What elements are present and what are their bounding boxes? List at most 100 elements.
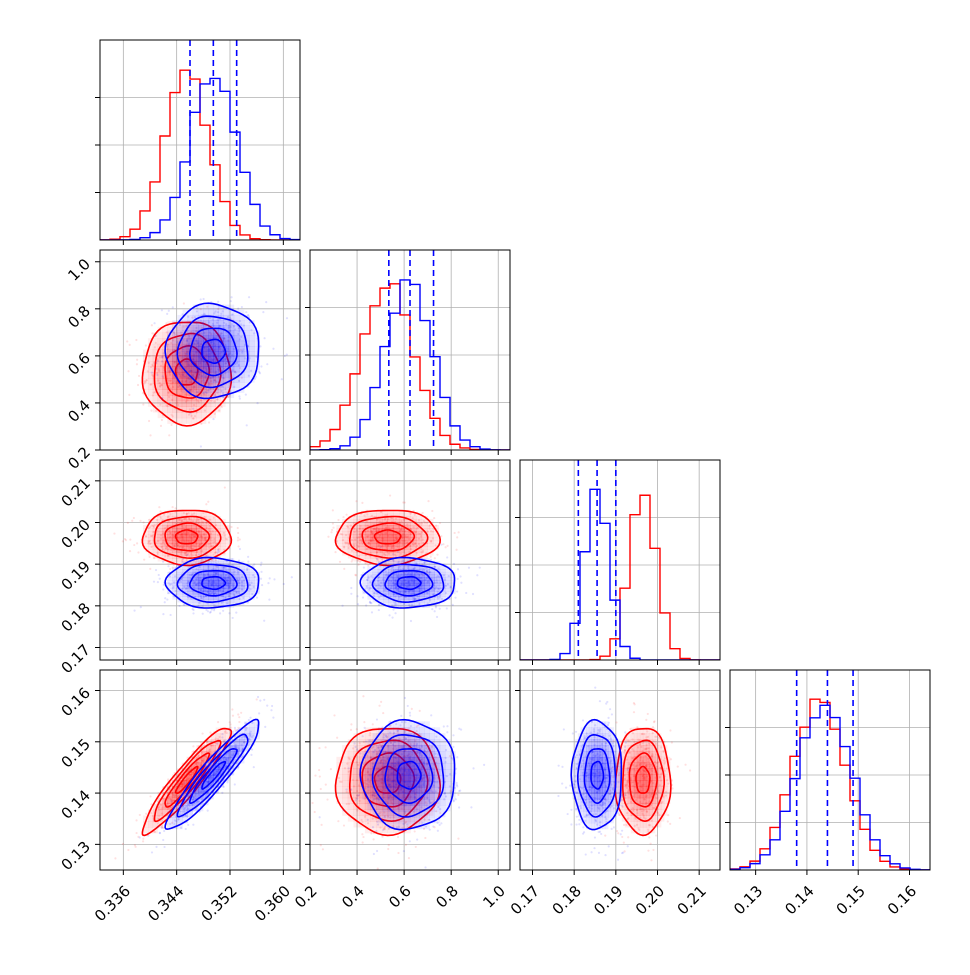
density-cell	[208, 561, 213, 564]
sample-point	[135, 339, 137, 341]
sample-point	[185, 828, 187, 830]
density-cell	[208, 387, 213, 392]
sample-point	[216, 551, 218, 553]
density-cell	[182, 525, 187, 528]
density-cell	[221, 531, 226, 534]
density-cell	[148, 355, 153, 361]
density-cell	[182, 513, 187, 516]
sample-point	[162, 588, 164, 590]
sample-point	[350, 587, 352, 589]
sample-point	[365, 604, 367, 606]
density-cell	[211, 519, 216, 522]
density-cell	[365, 531, 371, 534]
density-cell	[342, 531, 348, 534]
density-cell	[234, 564, 239, 567]
density-cell	[183, 320, 188, 325]
density-cell	[376, 552, 382, 555]
density-cell	[206, 407, 211, 413]
sample-point	[269, 662, 271, 664]
density-cell	[229, 583, 234, 586]
sample-point	[135, 819, 137, 821]
density-cell	[193, 594, 198, 597]
sample-point	[183, 302, 185, 304]
density-cell	[208, 580, 213, 583]
density-cell	[198, 597, 203, 600]
density-cell	[221, 528, 226, 531]
sample-point	[341, 605, 343, 607]
sample-point	[459, 575, 461, 577]
density-cell	[208, 377, 213, 382]
density-cell	[342, 540, 348, 543]
density-cell	[206, 525, 211, 528]
sample-point	[356, 595, 358, 597]
sample-point	[248, 719, 250, 721]
density-cell	[435, 583, 440, 586]
density-cell	[192, 412, 197, 418]
sample-point	[122, 540, 124, 542]
density-cell	[187, 546, 192, 549]
sample-point	[192, 612, 194, 614]
sample-point	[258, 712, 260, 714]
density-cell	[162, 555, 167, 558]
density-cell	[183, 580, 188, 583]
sample-point	[162, 375, 164, 377]
sample-point	[155, 569, 157, 571]
density-cell	[393, 566, 398, 569]
density-cell	[172, 575, 177, 578]
density-cell	[177, 594, 182, 597]
density-cell	[428, 531, 434, 534]
density-cell	[177, 817, 182, 823]
sample-point	[170, 424, 172, 426]
density-cell	[419, 586, 424, 589]
sample-point	[227, 547, 229, 549]
density-cell	[218, 572, 223, 575]
density-cell	[224, 577, 229, 580]
sample-point	[259, 372, 261, 374]
density-cell	[398, 597, 403, 600]
sample-point	[281, 378, 283, 380]
sample-point	[260, 365, 262, 367]
sample-point	[167, 565, 169, 567]
sample-point	[237, 527, 239, 529]
density-cell	[239, 377, 244, 382]
sample-point	[168, 434, 170, 436]
density-cell	[203, 310, 208, 315]
density-cell	[416, 537, 422, 540]
sample-point	[434, 610, 436, 612]
density-cell	[393, 588, 398, 591]
density-cell	[167, 583, 172, 586]
density-cell	[208, 566, 213, 569]
density-cell	[383, 599, 388, 602]
sample-point	[246, 424, 248, 426]
sample-point	[266, 363, 268, 365]
sample-point	[247, 561, 249, 563]
density-cell	[249, 572, 254, 575]
sample-point	[410, 620, 412, 622]
sample-point	[436, 554, 438, 556]
density-cell	[153, 344, 158, 350]
density-cell	[359, 555, 365, 558]
density-cell	[203, 558, 208, 561]
sample-point	[150, 485, 152, 487]
density-cell	[382, 525, 388, 528]
density-cell	[203, 580, 208, 583]
density-cell	[393, 597, 398, 600]
density-cell	[182, 418, 187, 424]
density-cell	[378, 580, 383, 583]
sample-point	[267, 582, 269, 584]
density-cell	[378, 577, 383, 580]
density-cell	[187, 534, 192, 537]
density-cell	[218, 597, 223, 600]
sample-point	[256, 596, 258, 598]
sample-point	[139, 836, 141, 838]
density-cell	[188, 591, 193, 594]
sample-point	[139, 814, 141, 816]
sample-point	[230, 296, 232, 298]
density-cell	[208, 320, 213, 325]
density-cell	[193, 372, 198, 377]
density-cell	[167, 351, 172, 356]
density-cell	[404, 583, 409, 586]
density-cell	[213, 377, 218, 382]
panel-0-0	[95, 40, 300, 245]
sample-point	[350, 593, 352, 595]
